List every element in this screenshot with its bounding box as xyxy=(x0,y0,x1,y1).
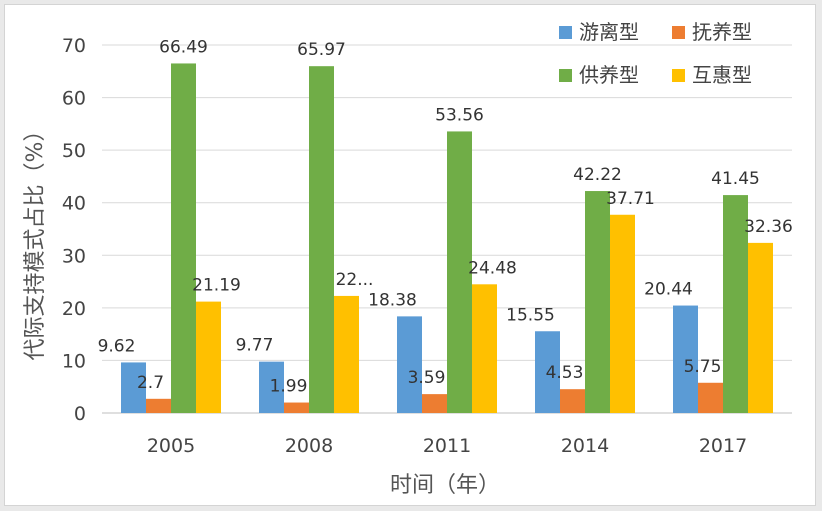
y-tick-label: 10 xyxy=(62,350,86,372)
y-tick-label: 20 xyxy=(62,298,86,320)
legend-swatch xyxy=(559,26,572,39)
bar xyxy=(422,394,447,413)
legend-swatch xyxy=(672,69,685,82)
bars xyxy=(121,63,773,414)
bar xyxy=(259,361,284,413)
data-label: 9.62 xyxy=(98,336,136,356)
bar xyxy=(397,316,422,413)
data-label: 15.55 xyxy=(506,305,555,325)
data-label: 2.7 xyxy=(137,373,164,393)
data-label: 1.99 xyxy=(270,377,308,397)
data-label: 3.59 xyxy=(408,368,446,388)
data-label: 66.49 xyxy=(159,37,208,57)
data-label: 42.22 xyxy=(573,165,622,185)
bar xyxy=(748,242,773,413)
x-tick-label: 2005 xyxy=(147,435,195,457)
legend-swatch xyxy=(672,26,685,39)
x-tick-label: 2014 xyxy=(561,435,609,457)
data-label: 20.44 xyxy=(644,280,693,300)
data-label: 53.56 xyxy=(435,105,484,125)
data-label: 32.36 xyxy=(744,217,793,237)
y-tick-label: 70 xyxy=(62,35,86,57)
legend-label: 抚养型 xyxy=(692,20,752,44)
bar xyxy=(309,66,334,414)
data-label: 5.75 xyxy=(684,357,722,377)
data-labels: 9.622.7 66.49 21.19 9.77 1.99 65.97 22...18.38… xyxy=(98,37,793,396)
bar xyxy=(472,284,497,413)
bar xyxy=(535,331,560,413)
data-label: 4.53 xyxy=(546,363,584,383)
bar xyxy=(121,362,146,413)
x-tick-label: 2011 xyxy=(423,435,471,457)
data-label: 37.71 xyxy=(606,189,655,209)
bar xyxy=(723,195,748,413)
bar xyxy=(585,191,610,413)
y-tick-label: 40 xyxy=(62,193,86,215)
data-label: 41.45 xyxy=(711,169,760,189)
bar xyxy=(146,398,171,413)
legend-swatch xyxy=(559,69,572,82)
bar xyxy=(196,301,221,413)
bar xyxy=(171,63,196,413)
bar xyxy=(560,389,585,413)
legend-label: 互惠型 xyxy=(692,63,752,87)
bar xyxy=(334,295,359,413)
legend-label: 游离型 xyxy=(579,20,639,44)
bar xyxy=(284,402,309,413)
x-tick-label: 2008 xyxy=(285,435,333,457)
data-label: 21.19 xyxy=(192,276,241,296)
y-tick-label: 60 xyxy=(62,88,86,110)
x-axis-ticks: 2005 2008 2011 2014 2017 xyxy=(147,435,747,457)
data-label: 18.38 xyxy=(368,290,417,310)
y-tick-label: 50 xyxy=(62,140,86,162)
legend-label: 供养型 xyxy=(579,63,639,87)
x-axis-title: 时间（年） xyxy=(390,473,500,498)
data-label: 22... xyxy=(336,270,374,290)
data-label: 9.77 xyxy=(236,336,274,356)
x-tick-label: 2017 xyxy=(699,435,747,457)
y-tick-label: 30 xyxy=(62,245,86,267)
y-axis-title: 代际支持模式占比（%） xyxy=(23,120,48,361)
bar xyxy=(610,214,635,413)
data-label: 65.97 xyxy=(297,40,346,60)
bar xyxy=(698,382,723,413)
bar xyxy=(447,131,472,413)
y-tick-label: 0 xyxy=(74,403,86,425)
y-axis-ticks: 0 10 20 30 40 50 60 70 xyxy=(62,35,86,425)
bar xyxy=(673,305,698,413)
data-label: 24.48 xyxy=(468,258,517,278)
